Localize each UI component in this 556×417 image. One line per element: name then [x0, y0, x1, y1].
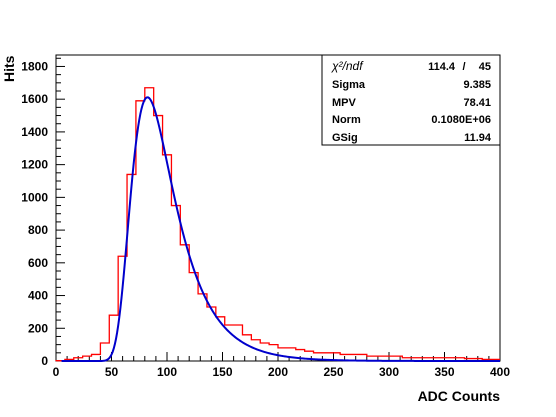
stats-row-label: GSig	[332, 132, 358, 144]
stats-ndf-value: 45	[479, 61, 491, 73]
x-axis-title: ADC Counts	[418, 388, 501, 404]
y-tick-label: 600	[28, 256, 48, 270]
fit-curve	[61, 96, 500, 362]
y-tick-label: 800	[28, 223, 48, 237]
y-tick-label: 1800	[21, 59, 48, 73]
x-tick-label: 0	[53, 365, 60, 379]
stats-row-label: Sigma	[332, 79, 366, 91]
stats-box: χ²/ndf 114.4 / 45 Sigma 9.385 MPV 78.41 …	[321, 54, 501, 146]
stats-chi2-label: χ²/ndf	[331, 59, 364, 73]
stats-box-frame	[321, 54, 501, 146]
y-tick-label: 1000	[21, 190, 48, 204]
x-tick-label: 200	[268, 365, 288, 379]
y-tick-label: 0	[41, 354, 48, 368]
stats-row-value: 78.41	[463, 97, 491, 109]
y-axis-title: Hits	[1, 55, 17, 82]
stats-row-value: 9.385	[463, 79, 491, 91]
x-tick-label: 50	[105, 365, 119, 379]
y-tick-label: 200	[28, 321, 48, 335]
x-tick-label: 150	[212, 365, 232, 379]
stats-row-value: 0.1080E+06	[431, 114, 491, 126]
x-tick-label: 350	[434, 365, 454, 379]
stats-row-label: Norm	[332, 114, 361, 126]
stats-chi2-value: 114.4	[428, 61, 456, 73]
y-tick-label: 400	[28, 289, 48, 303]
y-tick-label: 1600	[21, 92, 48, 106]
tick-labels: 0 50 100 150 200 250 300 350 400 0 200 400 600 800 100…	[21, 59, 510, 379]
stats-chi2-sep: /	[462, 61, 465, 73]
x-tick-label: 250	[323, 365, 343, 379]
histogram-series	[55, 87, 500, 362]
stats-row-value: 11.94	[464, 132, 492, 144]
y-tick-label: 1200	[21, 158, 48, 172]
x-tick-label: 300	[379, 365, 399, 379]
y-tick-label: 1400	[21, 125, 48, 139]
x-tick-label: 400	[490, 365, 510, 379]
stats-row-label: MPV	[332, 97, 357, 109]
x-tick-label: 100	[157, 365, 177, 379]
